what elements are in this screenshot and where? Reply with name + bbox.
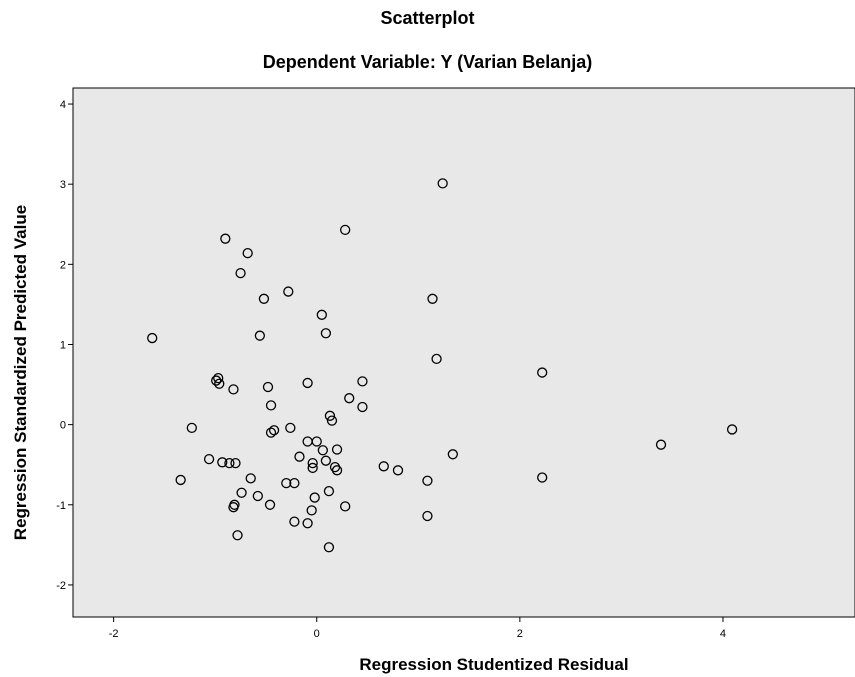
x-tick-label: 2	[517, 628, 523, 640]
data-point	[357, 376, 368, 387]
data-point	[268, 425, 280, 436]
data-point	[245, 473, 256, 484]
data-point	[316, 309, 327, 320]
y-tick-label: 1	[60, 339, 66, 351]
data-point	[289, 477, 300, 489]
data-point	[323, 486, 335, 497]
data-point	[236, 487, 247, 498]
data-point	[537, 472, 548, 483]
data-point	[378, 461, 389, 472]
data-point	[302, 518, 313, 529]
data-point	[265, 400, 277, 411]
data-point	[294, 451, 305, 462]
data-point	[320, 455, 332, 466]
data-point	[309, 492, 320, 503]
data-point	[203, 453, 215, 465]
data-point	[317, 445, 328, 456]
y-tick-label: 2	[60, 259, 66, 271]
data-point	[323, 542, 335, 553]
data-point	[392, 465, 404, 476]
plot-area	[72, 87, 855, 618]
data-point	[262, 381, 274, 393]
chart-subtitle: Dependent Variable: Y (Varian Belanja)	[262, 52, 593, 72]
y-tick-label: 3	[60, 179, 66, 191]
data-point	[344, 393, 355, 404]
data-point	[447, 449, 458, 460]
data-point	[320, 328, 332, 339]
data-point	[228, 384, 239, 395]
data-point	[324, 410, 336, 421]
data-point	[422, 475, 433, 486]
data-point	[289, 516, 300, 527]
data-point	[264, 499, 276, 510]
x-axis-label: Regression Studentized Residual	[359, 655, 628, 674]
data-point	[427, 293, 438, 304]
data-point	[537, 367, 548, 378]
data-point	[357, 401, 368, 413]
data-point	[175, 474, 186, 486]
data-point	[437, 178, 448, 189]
data-point	[655, 439, 667, 450]
data-point	[213, 372, 224, 384]
data-point	[242, 247, 253, 259]
data-point	[331, 465, 343, 476]
data-point	[281, 477, 292, 489]
chart-title: Scatterplot	[380, 8, 475, 28]
data-point	[283, 286, 294, 297]
data-point	[214, 378, 225, 389]
data-point	[211, 375, 222, 386]
data-point	[726, 424, 738, 435]
data-point	[311, 436, 322, 447]
x-tick-label: 0	[314, 628, 320, 640]
data-point	[340, 501, 351, 512]
data-point	[306, 505, 317, 516]
y-axis-ticks: -2 -1 0 1 2 3 4	[56, 99, 73, 592]
data-point	[431, 353, 442, 365]
data-point	[230, 457, 241, 469]
data-point	[331, 444, 343, 455]
x-tick-label: 4	[720, 628, 726, 640]
data-point	[235, 267, 246, 279]
data-point	[265, 427, 277, 438]
y-axis-label: Regression Standardized Predicted Value	[11, 205, 30, 540]
data-points	[147, 178, 738, 553]
y-tick-label: 4	[60, 99, 66, 111]
y-tick-label: -2	[56, 580, 66, 592]
data-point	[258, 293, 270, 304]
data-point	[329, 461, 341, 473]
data-point	[307, 462, 318, 474]
data-point	[422, 510, 433, 522]
x-tick-label: -2	[109, 628, 119, 640]
data-point	[224, 457, 235, 469]
data-point	[307, 457, 318, 469]
data-point	[302, 377, 313, 389]
data-point	[147, 332, 158, 344]
data-point	[326, 415, 338, 426]
y-tick-label: -1	[56, 500, 66, 512]
data-point	[254, 330, 266, 341]
data-point	[228, 502, 239, 513]
data-point	[340, 224, 351, 236]
data-point	[220, 233, 231, 244]
data-point	[186, 422, 197, 433]
x-axis-ticks: -2 0 2 4	[109, 617, 726, 640]
data-point	[285, 422, 296, 433]
data-point	[252, 490, 263, 502]
data-point	[217, 457, 228, 468]
y-tick-label: 0	[60, 420, 66, 432]
data-point	[232, 530, 243, 541]
